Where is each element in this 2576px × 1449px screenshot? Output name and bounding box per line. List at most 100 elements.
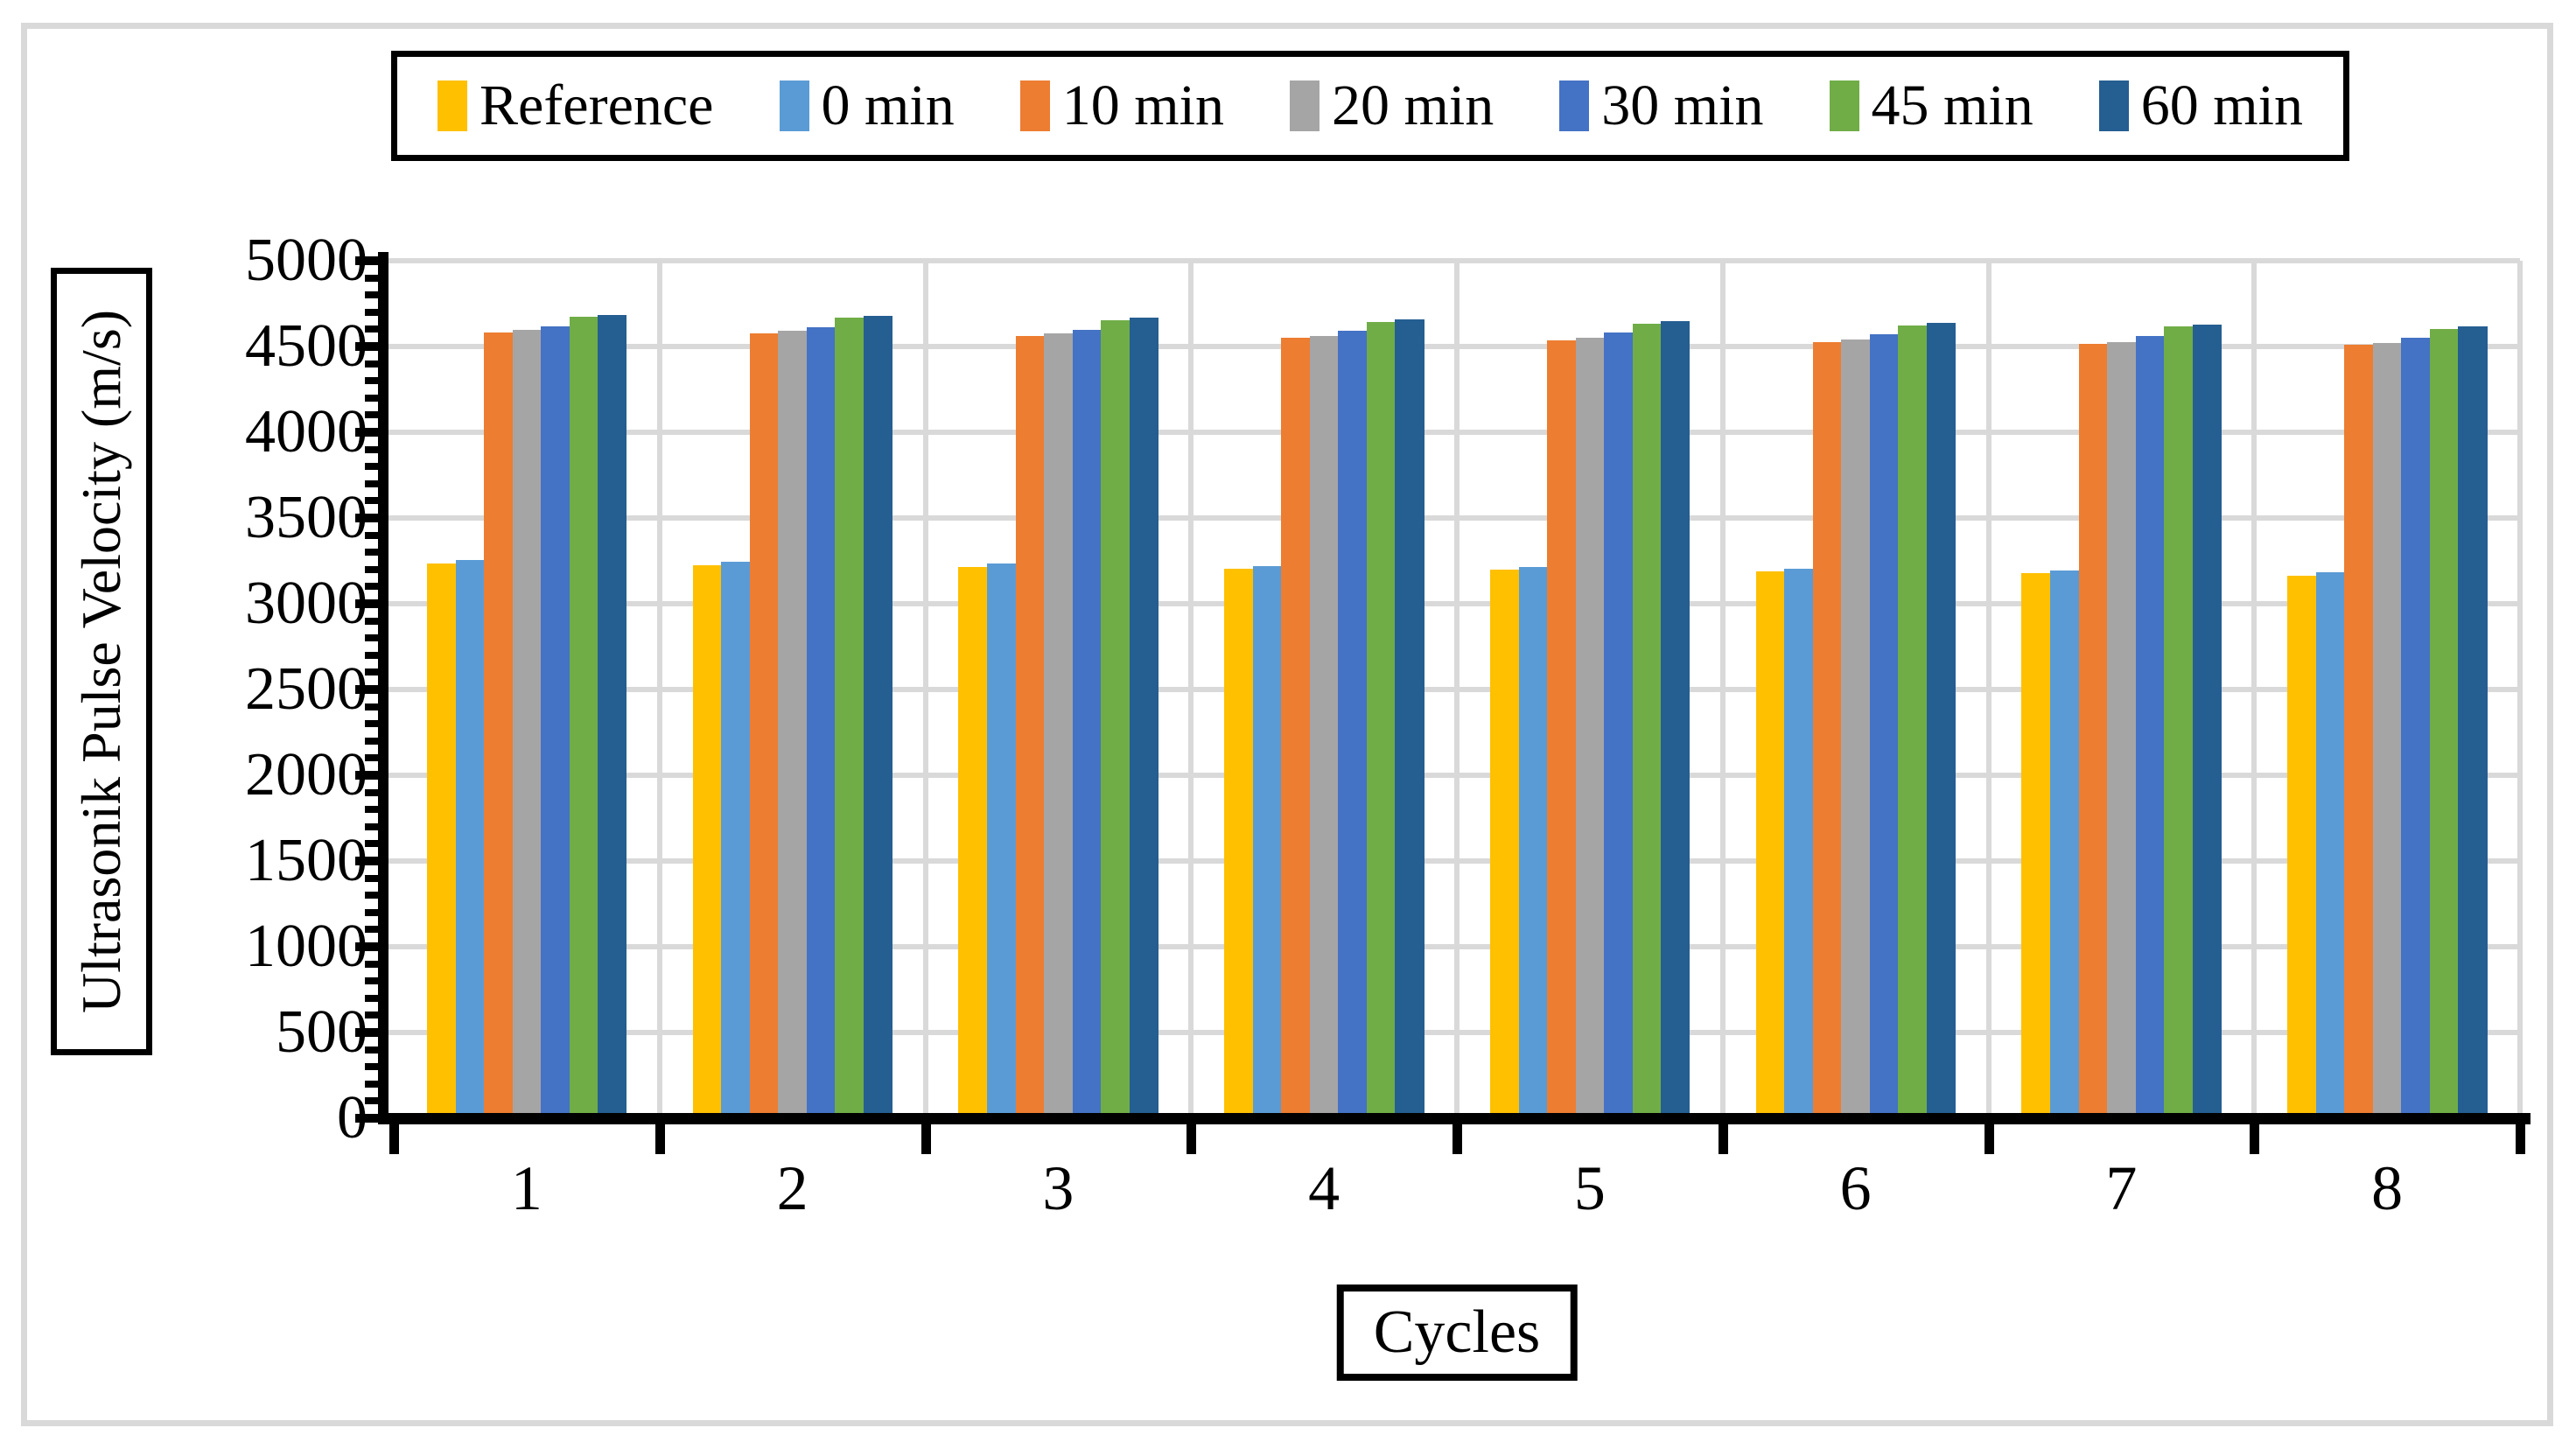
- x-axis-tick: [654, 1124, 665, 1154]
- y-axis-title: Ultrasonik Pulse Velocity (m/s): [70, 309, 132, 1014]
- legend-label: 30 min: [1601, 74, 1764, 137]
- bar-45-min-cycle-5: [1632, 323, 1662, 1118]
- y-axis-minor-tick: [365, 514, 379, 522]
- bar-60-min-cycle-6: [1926, 322, 1956, 1118]
- bar-45-min-cycle-6: [1898, 325, 1928, 1118]
- y-axis-minor-tick: [365, 617, 379, 625]
- bar-60-min-cycle-4: [1395, 318, 1424, 1118]
- y-axis-minor-tick: [365, 480, 379, 487]
- gridline-vertical: [1188, 261, 1194, 1113]
- y-axis-minor-tick: [365, 720, 379, 728]
- y-axis-minor-tick: [365, 360, 379, 368]
- gridline-horizontal: [383, 258, 2520, 263]
- x-axis-title: Cycles: [1373, 1298, 1541, 1366]
- y-axis-minor-tick: [365, 463, 379, 471]
- gridline-horizontal: [383, 515, 2520, 521]
- y-axis-minor-tick: [365, 977, 379, 985]
- y-axis-minor-tick: [365, 737, 379, 745]
- bar-20-min-cycle-8: [2372, 343, 2402, 1118]
- x-axis-tick: [1452, 1124, 1462, 1154]
- x-tick-label: 2: [776, 1153, 808, 1223]
- bar-0-min-cycle-6: [1784, 568, 1814, 1118]
- x-axis-tick: [389, 1124, 399, 1154]
- y-axis-minor-tick: [365, 634, 379, 642]
- legend-swatch-icon: [779, 80, 809, 131]
- bar-60-min-cycle-8: [2458, 326, 2488, 1118]
- y-tick-label: 500: [276, 998, 368, 1066]
- y-axis-minor-tick: [365, 754, 379, 762]
- y-axis-minor-tick: [365, 994, 379, 1002]
- bar-0-min-cycle-5: [1518, 566, 1548, 1118]
- bar-45-min-cycle-1: [569, 316, 598, 1118]
- y-tick-label: 4000: [245, 398, 368, 466]
- bar-30-min-cycle-5: [1604, 332, 1634, 1118]
- gridline-horizontal: [383, 344, 2520, 349]
- y-axis-minor-tick: [365, 822, 379, 830]
- bar-10-min-cycle-5: [1547, 340, 1577, 1118]
- bar-30-min-cycle-4: [1338, 331, 1368, 1118]
- bar-10-min-cycle-4: [1281, 338, 1311, 1118]
- y-axis-minor-tick: [365, 1046, 379, 1054]
- x-tick-label: 7: [2105, 1153, 2138, 1223]
- legend-label: Reference: [480, 74, 714, 137]
- y-tick-label: 4500: [245, 312, 368, 380]
- y-axis-minor-tick: [365, 1012, 379, 1019]
- legend-item-0-min: 0 min: [779, 77, 955, 135]
- legend-item-10-min: 10 min: [1019, 77, 1224, 135]
- bar-0-min-cycle-3: [987, 563, 1017, 1118]
- y-axis-minor-tick: [365, 257, 379, 264]
- legend: Reference 0 min 10 min 20 min 30 min 45 min 60…: [391, 51, 2349, 161]
- bar-reference-cycle-7: [2021, 572, 2051, 1118]
- legend-swatch-icon: [1019, 80, 1050, 131]
- gridline-horizontal: [383, 858, 2520, 864]
- y-axis-minor-tick: [365, 429, 379, 436]
- y-axis-minor-tick: [365, 858, 379, 864]
- y-axis-minor-tick: [365, 326, 379, 333]
- bar-0-min-cycle-8: [2315, 571, 2345, 1118]
- y-axis-minor-tick: [365, 308, 379, 316]
- legend-item-45-min: 45 min: [1829, 74, 2034, 137]
- bar-60-min-cycle-2: [863, 315, 893, 1118]
- bar-30-min-cycle-7: [2135, 336, 2165, 1118]
- y-axis-title-box: Ultrasonik Pulse Velocity (m/s): [51, 268, 152, 1055]
- y-tick-label: 2000: [245, 741, 368, 808]
- y-axis-minor-tick: [365, 703, 379, 710]
- legend-label: 45 min: [1871, 74, 2034, 137]
- gridline-vertical: [922, 261, 928, 1113]
- bar-20-min-cycle-2: [778, 331, 808, 1118]
- y-tick-label: 0: [337, 1084, 368, 1152]
- y-axis-minor-tick: [365, 377, 379, 385]
- bar-reference-cycle-2: [692, 564, 722, 1118]
- bar-10-min-cycle-2: [749, 333, 779, 1118]
- legend-label: 20 min: [1332, 74, 1494, 137]
- y-tick-label: 3000: [245, 570, 368, 637]
- legend-swatch-icon: [1559, 80, 1590, 131]
- legend-swatch-icon: [438, 80, 467, 131]
- y-axis-minor-tick: [365, 960, 379, 968]
- y-axis-minor-tick: [365, 549, 379, 556]
- bar-10-min-cycle-8: [2344, 345, 2374, 1118]
- bar-20-min-cycle-4: [1309, 336, 1339, 1118]
- gridline-horizontal: [383, 601, 2520, 606]
- y-axis-minor-tick: [365, 926, 379, 934]
- bar-0-min-cycle-4: [1252, 565, 1282, 1118]
- x-tick-label: 6: [1839, 1153, 1872, 1223]
- y-axis-minor-tick: [365, 565, 379, 573]
- y-axis-minor-tick: [365, 908, 379, 916]
- gridline-horizontal: [383, 773, 2520, 778]
- x-tick-label: 5: [1573, 1153, 1606, 1223]
- bar-10-min-cycle-7: [2078, 344, 2108, 1118]
- gridline-horizontal: [383, 430, 2520, 435]
- bar-45-min-cycle-7: [2164, 326, 2194, 1118]
- x-tick-label: 4: [1308, 1153, 1340, 1223]
- x-axis-tick: [920, 1124, 931, 1154]
- bar-20-min-cycle-7: [2107, 342, 2137, 1118]
- y-axis-minor-tick: [365, 1029, 379, 1036]
- legend-item-reference: Reference: [438, 77, 713, 135]
- y-axis-minor-tick: [365, 445, 379, 453]
- y-axis-minor-tick: [365, 1080, 379, 1088]
- y-axis-minor-tick: [365, 1097, 379, 1105]
- bar-45-min-cycle-8: [2429, 329, 2460, 1118]
